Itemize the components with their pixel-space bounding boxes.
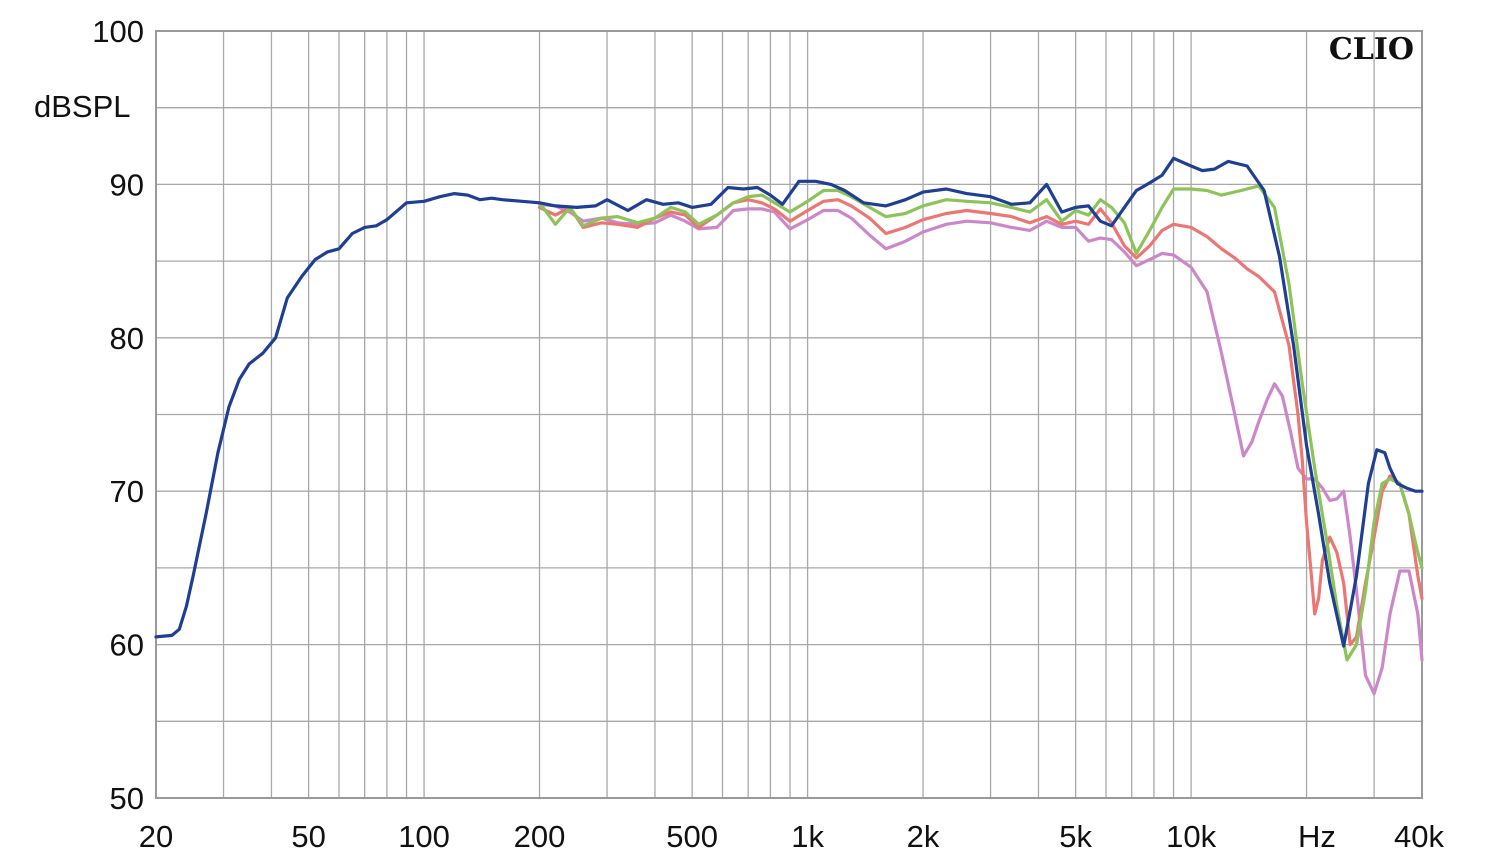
x-tick-label: 40k	[1394, 819, 1444, 854]
y-tick-label: 90	[110, 167, 144, 202]
plot-frame	[155, 30, 1423, 799]
y-tick-label: 80	[110, 321, 144, 356]
y-tick-labels: 100 90 80 70 60 50	[92, 14, 144, 816]
series-layer	[154, 156, 1424, 696]
y-axis-unit-label: dBSPL	[34, 89, 131, 124]
x-tick-label: 1k	[791, 819, 824, 854]
x-tick-label: 20	[139, 819, 173, 854]
series-line	[154, 156, 1424, 648]
clio-logo: CLIO	[1329, 32, 1414, 67]
series-line	[537, 202, 1424, 696]
x-tick-label: 100	[398, 819, 450, 854]
x-tick-label: 10k	[1166, 819, 1216, 854]
x-tick-label: 5k	[1059, 819, 1092, 854]
x-tick-label: 50	[291, 819, 325, 854]
y-tick-label: 50	[110, 781, 144, 816]
x-tick-label: 200	[514, 819, 566, 854]
grid	[156, 31, 1422, 798]
series-line	[537, 184, 1424, 662]
x-tick-label: 2k	[907, 819, 940, 854]
y-tick-label: 100	[92, 14, 144, 49]
x-axis-unit-label: Hz	[1298, 819, 1336, 854]
x-tick-label: 500	[666, 819, 718, 854]
x-tick-labels: 20 50 100 200 500 1k 2k 5k 10k 40k	[139, 819, 1445, 854]
y-tick-label: 70	[110, 474, 144, 509]
y-tick-label: 60	[110, 628, 144, 663]
